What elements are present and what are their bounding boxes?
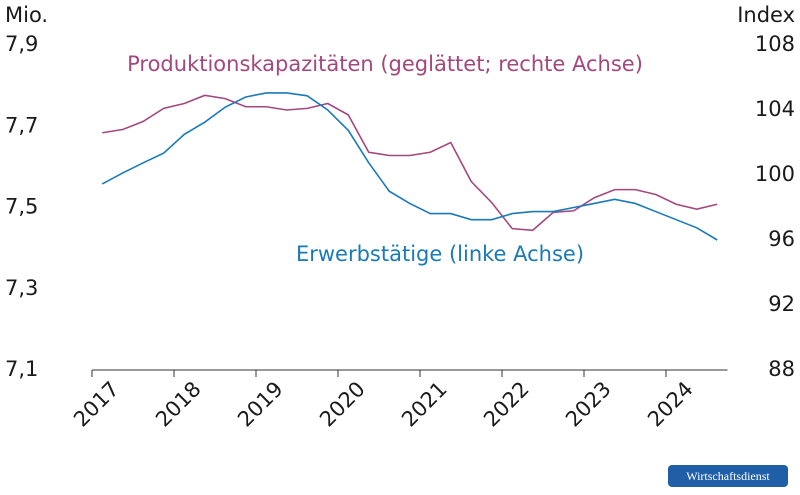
y2-tick-label: 104 <box>755 97 795 121</box>
y2-unit-label: Index <box>737 3 795 27</box>
x-tick-label: 2021 <box>397 377 452 432</box>
y2-tick-label: 100 <box>755 162 795 186</box>
x-tick-label: 2020 <box>315 377 370 432</box>
y2-tick-label: 108 <box>755 32 795 56</box>
source: Wirtschaftsdienst <box>686 469 770 483</box>
y-unit-label: Mio. <box>5 3 48 27</box>
x-tick-label: 2019 <box>233 377 288 432</box>
y2-tick-label: 96 <box>768 227 795 251</box>
series-label: Erwerbstätige (linke Achse) <box>296 242 584 266</box>
source-badge <box>668 465 788 487</box>
series-line <box>102 94 718 232</box>
x-tick-label: 2023 <box>561 377 616 432</box>
series-label: Produktionskapazitäten (geglättet; recht… <box>127 52 643 76</box>
x-tick-label: 2022 <box>479 377 534 432</box>
x-tick-label: 2017 <box>69 377 124 432</box>
y-tick-label: 7,5 <box>5 195 38 219</box>
y2-tick-label: 92 <box>768 292 795 316</box>
x-tick-label: 2024 <box>643 377 698 432</box>
y-tick-label: 7,1 <box>5 357 38 381</box>
y2-tick-label: 88 <box>768 357 795 381</box>
y-tick-label: 7,9 <box>5 32 38 56</box>
x-tick-label: 2018 <box>151 377 206 432</box>
series-line <box>101 92 718 241</box>
y-tick-label: 7,3 <box>5 276 38 300</box>
y-tick-label: 7,7 <box>5 113 38 137</box>
